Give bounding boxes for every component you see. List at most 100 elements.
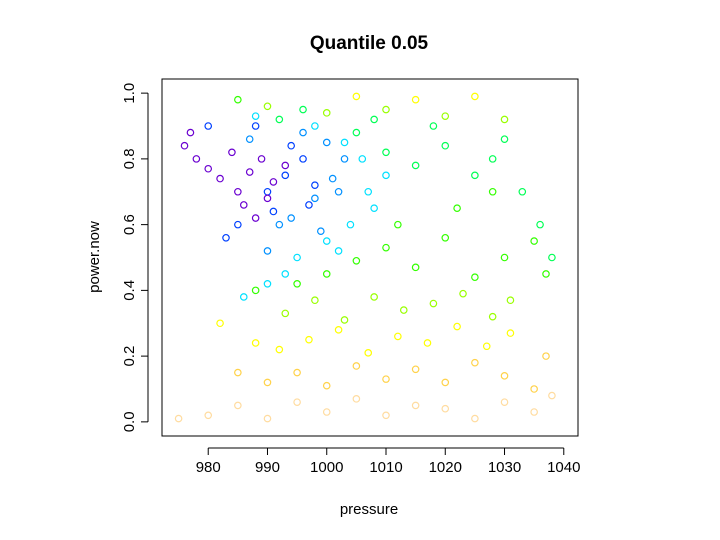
point: [488, 187, 497, 196]
point: [251, 122, 260, 130]
point: [500, 398, 509, 406]
point: [382, 105, 390, 114]
point: [251, 339, 260, 347]
point: [275, 345, 284, 354]
point: [263, 279, 272, 288]
point: [186, 128, 195, 137]
point: [293, 368, 301, 377]
point: [317, 227, 325, 236]
point: [530, 408, 538, 416]
point: [234, 401, 242, 410]
point: [334, 247, 343, 255]
point: [488, 312, 497, 321]
point: [411, 95, 420, 104]
point: [471, 273, 479, 282]
point: [234, 187, 242, 196]
point: [322, 237, 331, 245]
point: [263, 187, 272, 196]
point: [411, 161, 420, 170]
point: [482, 342, 491, 351]
point: [429, 122, 438, 130]
point: [500, 115, 509, 124]
point: [441, 404, 450, 413]
point: [305, 335, 313, 344]
point: [530, 237, 538, 245]
point: [204, 122, 213, 130]
point: [352, 92, 361, 101]
point: [281, 171, 290, 180]
y-tick-label: 0.8: [121, 148, 138, 169]
point: [322, 109, 331, 117]
x-tick-label: 980: [196, 459, 221, 476]
point: [364, 349, 373, 357]
point: [411, 401, 420, 410]
point: [234, 95, 242, 104]
point: [382, 243, 390, 252]
point: [322, 270, 331, 278]
point: [500, 135, 509, 143]
point: [370, 115, 378, 124]
point: [228, 148, 236, 157]
point: [459, 289, 467, 298]
point: [441, 378, 450, 387]
point: [204, 164, 213, 173]
point: [287, 141, 295, 150]
point: [506, 329, 515, 337]
point: [530, 385, 538, 393]
point: [174, 414, 183, 423]
point: [411, 365, 420, 374]
point: [411, 263, 420, 272]
y-tick-label: 0.0: [121, 411, 138, 432]
y-tick-label: 1.0: [121, 83, 138, 104]
point: [548, 253, 556, 262]
point: [281, 270, 290, 278]
point: [328, 174, 337, 183]
point: [216, 174, 224, 183]
point: [245, 168, 254, 176]
point: [399, 306, 408, 314]
point: [269, 178, 278, 186]
point: [382, 148, 390, 157]
point: [222, 233, 230, 242]
point: [234, 220, 242, 229]
point: [269, 207, 278, 216]
point: [245, 135, 254, 143]
point: [281, 161, 290, 170]
point: [441, 233, 450, 242]
x-tick-label: 1030: [488, 459, 521, 476]
point: [311, 181, 319, 189]
point: [423, 339, 432, 347]
point: [251, 214, 260, 222]
point: [311, 194, 319, 203]
point: [340, 138, 349, 147]
point: [370, 293, 378, 301]
point: [340, 155, 349, 163]
x-tick-label: 1040: [547, 459, 580, 476]
point: [471, 171, 479, 180]
point: [311, 122, 319, 130]
point: [192, 155, 201, 163]
point: [251, 286, 260, 295]
point: [500, 372, 509, 380]
y-axis-label: power.now: [86, 221, 103, 293]
point: [506, 296, 515, 305]
plot-box: [161, 78, 579, 437]
point: [364, 187, 373, 196]
point: [542, 352, 550, 360]
point: [234, 368, 242, 377]
x-axis-label: pressure: [340, 501, 398, 518]
point: [518, 187, 527, 196]
point: [275, 115, 284, 124]
x-tick-label: 1020: [429, 459, 462, 476]
point: [299, 128, 307, 137]
y-tick-label: 0.2: [121, 346, 138, 367]
point: [204, 411, 213, 420]
point: [471, 414, 479, 423]
point: [251, 112, 260, 120]
point: [394, 220, 402, 229]
point: [334, 326, 343, 334]
point: [293, 253, 301, 262]
point: [305, 201, 313, 209]
point: [346, 220, 355, 229]
